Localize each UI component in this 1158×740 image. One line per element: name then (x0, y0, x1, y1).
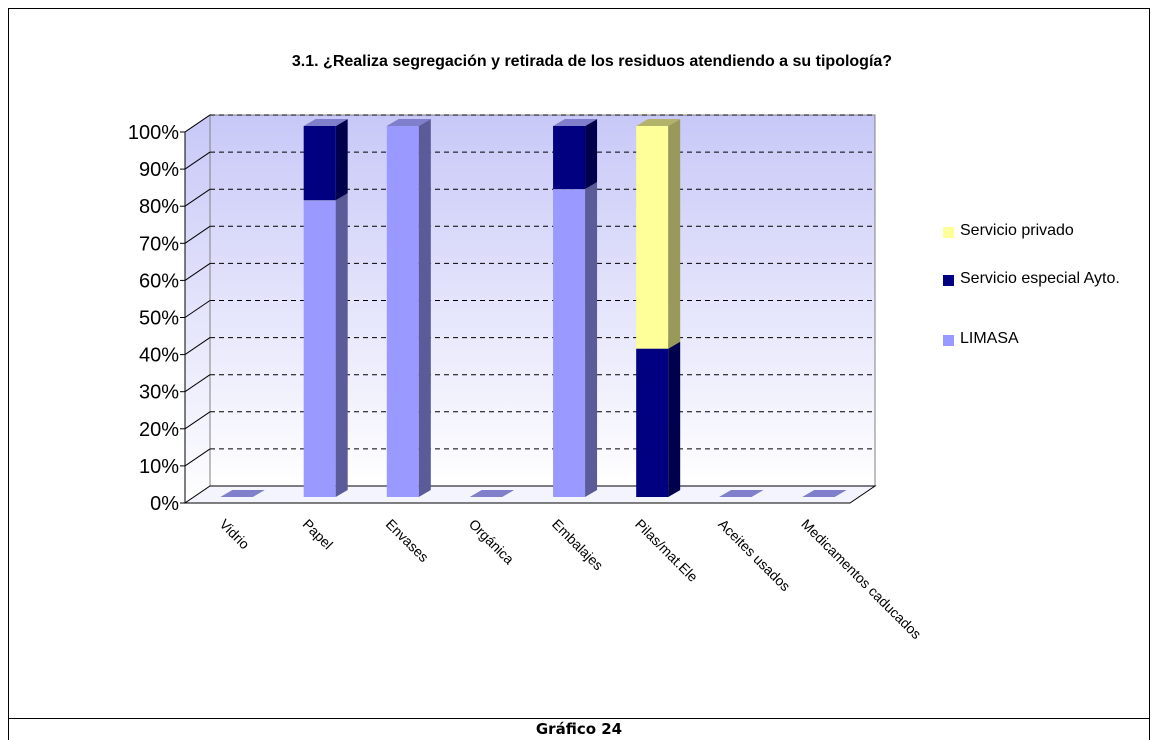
bar-side (668, 119, 681, 349)
grid-line-side (184, 374, 211, 393)
y-tick-label: 70% (139, 233, 179, 255)
grid-line-side (184, 225, 211, 244)
x-tick-label: Medicamentos caducados (798, 516, 924, 642)
bar-segment (636, 341, 681, 497)
y-tick-label: 50% (139, 308, 179, 330)
bar-top (553, 119, 598, 126)
legend-key (943, 227, 954, 238)
bar-segment (220, 490, 265, 497)
bar-front (386, 126, 419, 497)
caption: Gráfico 24 (535, 720, 623, 738)
bar-front (636, 126, 669, 349)
y-tick-label: 80% (139, 196, 179, 218)
bar-top (386, 119, 431, 126)
y-tick-label: 60% (139, 270, 179, 292)
legend-label: Servicio especial Ayto. (960, 270, 1120, 287)
grid-line-side (184, 448, 211, 467)
legend-key (943, 275, 954, 286)
x-tick-label: Envases (383, 516, 432, 565)
grid-line-side (184, 188, 211, 207)
y-tick-label: 40% (139, 345, 179, 367)
bar-top (220, 490, 265, 497)
bar-front (303, 126, 336, 201)
bar-front (553, 126, 586, 190)
bar-segment (802, 490, 847, 497)
grid-line-side (184, 337, 211, 356)
bar-segment (303, 119, 348, 126)
grid-line-side (184, 114, 211, 133)
bar-segment (636, 119, 681, 349)
x-tick-label: Pilas/mat.Ele (632, 516, 701, 585)
legend-key (943, 335, 954, 346)
bar-side (585, 119, 598, 190)
bar-front (553, 189, 586, 497)
y-tick-label: 0% (150, 493, 179, 515)
y-tick-label: 90% (139, 159, 179, 181)
bar-segment (303, 119, 348, 201)
plot: 0% 10% 20% 30% 40% 50% 60% 70% 80% 90% 100% Vidrio P… (128, 114, 925, 642)
bar-segment (386, 119, 431, 497)
bar-segment (469, 490, 514, 497)
grid-line-side (184, 262, 211, 281)
bar-segment (719, 490, 764, 497)
y-tick-label: 20% (139, 419, 179, 441)
bar-top (303, 119, 348, 126)
y-tick-label: 30% (139, 382, 179, 404)
bar-side (335, 119, 348, 201)
bar-segment (386, 119, 431, 126)
chart-title: 3.1. ¿Realiza segregación y retirada de … (292, 53, 892, 70)
legend-label: LIMASA (960, 330, 1019, 347)
x-tick-label: Embalajes (549, 516, 607, 574)
y-tick-label: 10% (139, 456, 179, 478)
x-tick-label: Vidrio (216, 516, 253, 553)
bar-top (719, 490, 764, 497)
bar-segment (553, 119, 598, 126)
bar-side (418, 119, 431, 497)
bar-segment (553, 119, 598, 190)
legend-label: Servicio privado (960, 222, 1074, 239)
bar-top (636, 119, 681, 126)
bar-front (303, 200, 336, 497)
grid-line-side (184, 151, 211, 170)
bar-top (469, 490, 514, 497)
bar-side (668, 341, 681, 497)
bar-top (802, 490, 847, 497)
grid-line-side (184, 411, 211, 430)
frame (8, 8, 1150, 740)
grid-line-side (184, 300, 211, 318)
bar-segment (553, 182, 598, 497)
x-tick-label: Aceites usados (715, 516, 793, 594)
bar-side (335, 193, 348, 497)
floor (183, 485, 877, 504)
bar-front (636, 348, 669, 497)
bar-segment (303, 193, 348, 497)
x-tick-label: Papel (300, 516, 337, 553)
x-tick-label: Orgánica (466, 516, 518, 568)
bar-side (585, 182, 598, 497)
y-tick-label: 100% (128, 122, 179, 144)
